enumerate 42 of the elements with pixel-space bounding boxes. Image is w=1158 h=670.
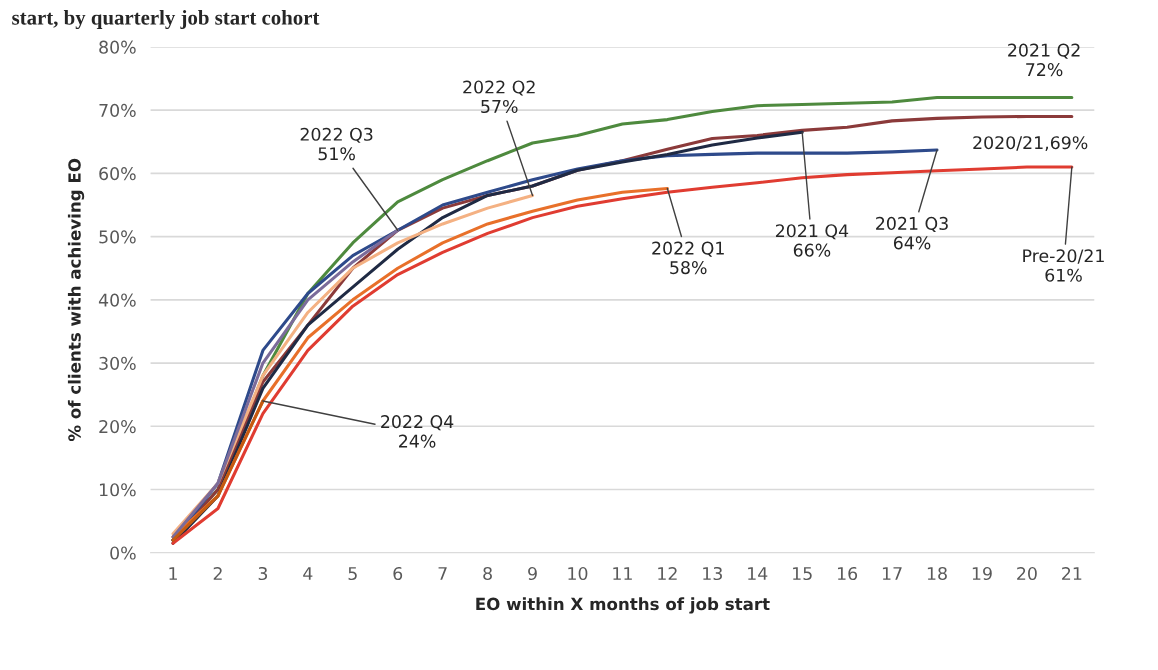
x-tick-label: 4 xyxy=(303,567,313,580)
y-tick-label: 20% xyxy=(99,420,136,434)
x-tick-label: 16 xyxy=(837,566,858,581)
y-tick-label: 70% xyxy=(99,103,136,117)
x-tick-label: 8 xyxy=(483,566,492,581)
x-tick-label: 21 xyxy=(1062,566,1082,580)
x-tick-label: 7 xyxy=(438,567,447,580)
x-tick-label: 2 xyxy=(213,566,222,580)
y-tick-label: 80% xyxy=(99,40,136,54)
x-tick-label: 13 xyxy=(703,566,722,581)
y-tick-label: 60% xyxy=(99,167,136,181)
x-tick-label: 12 xyxy=(658,566,677,580)
annotation: Pre-20/21 61% xyxy=(1023,249,1104,282)
x-tick-label: 6 xyxy=(393,566,403,581)
x-tick-label: 9 xyxy=(528,566,537,581)
x-tick-label: 3 xyxy=(258,566,268,581)
y-tick-label: 40% xyxy=(98,293,136,307)
annotation: 2021 Q3 64% xyxy=(876,216,948,250)
annotation: 2022 Q2 57% xyxy=(463,80,535,114)
y-tick-label: 0% xyxy=(110,546,136,560)
x-tick-label: 10 xyxy=(568,566,588,581)
annotation: 2022 Q4 24% xyxy=(381,415,454,448)
x-tick-label: 20 xyxy=(1017,566,1037,581)
chart-title: start, by quarterly job start cohort xyxy=(12,10,320,29)
annotation: 2021 Q4 66% xyxy=(775,224,849,257)
x-tick-label: 15 xyxy=(793,567,812,581)
y-tick-label: 30% xyxy=(99,356,136,370)
annotation: 2022 Q3 51% xyxy=(300,127,373,161)
x-tick-label: 1 xyxy=(169,567,177,580)
y-tick-label: 10% xyxy=(99,483,136,497)
x-tick-label: 14 xyxy=(748,567,768,580)
x-tick-label: 17 xyxy=(882,567,902,580)
x-tick-label: 19 xyxy=(972,566,992,581)
x-tick-label: 18 xyxy=(927,566,947,581)
annotation: 2021 Q2 72% xyxy=(1008,43,1080,77)
y-tick-label: 50% xyxy=(99,230,136,244)
annotation: 2022 Q1 58% xyxy=(652,241,724,275)
x-tick-label: 5 xyxy=(348,567,357,581)
x-axis-title: EO within X months of job start xyxy=(476,597,770,614)
annotation: 2020/21,69% xyxy=(973,136,1088,152)
y-axis-title: % of clients with achieving EO xyxy=(67,158,85,442)
x-tick-label: 11 xyxy=(613,567,632,580)
